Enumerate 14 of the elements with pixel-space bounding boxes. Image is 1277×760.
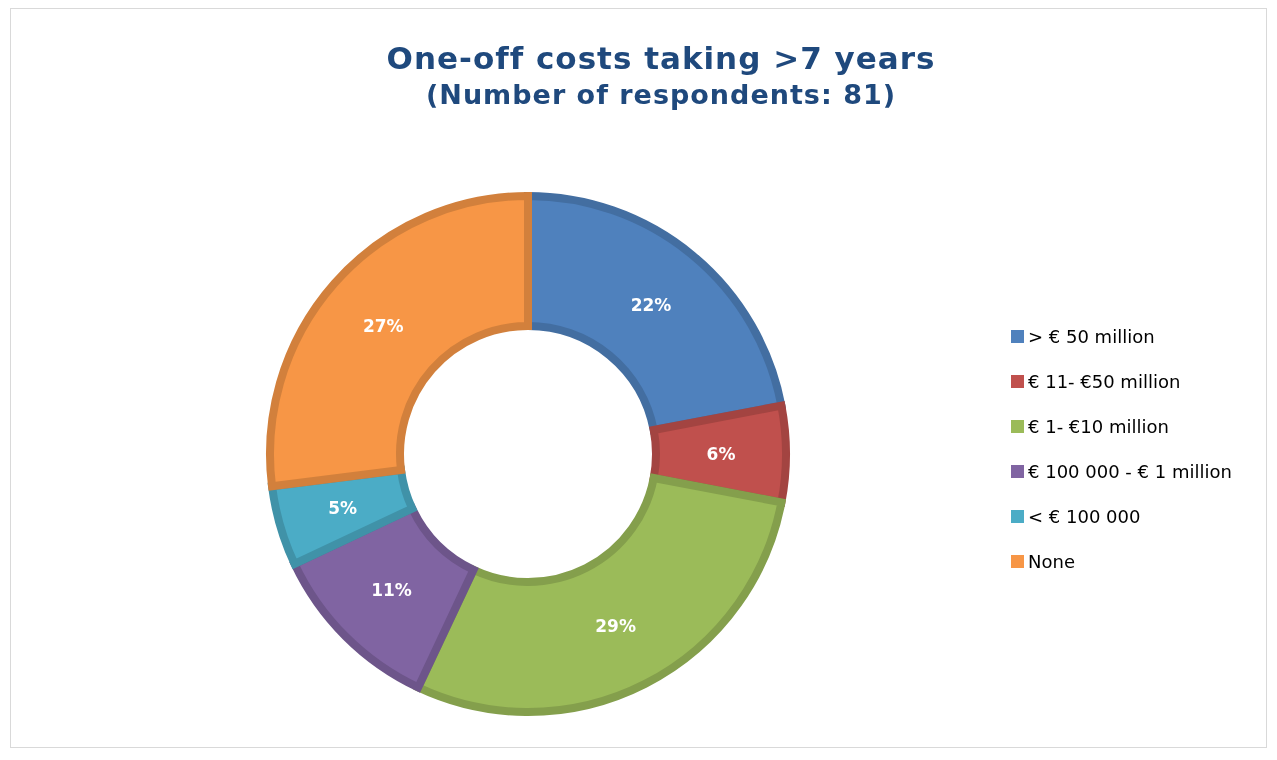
legend-label: < € 100 000	[1028, 506, 1141, 527]
legend-label: > € 50 million	[1028, 326, 1155, 347]
chart-subtitle: (Number of respondents: 81)	[424, 78, 898, 112]
legend-label: € 100 000 - € 1 million	[1028, 461, 1232, 482]
data-label: 5%	[328, 497, 358, 518]
legend-label: None	[1028, 551, 1075, 572]
data-label: 27%	[362, 316, 404, 337]
data-label: 6%	[706, 444, 736, 464]
data-label: 29%	[595, 615, 636, 636]
data-label: 11%	[371, 580, 412, 601]
chart-title: One-off costs taking >7 years	[385, 39, 937, 77]
data-label: 22%	[630, 295, 672, 316]
legend-label: € 11- €50 million	[1028, 371, 1181, 392]
legend-label: € 1- €10 million	[1028, 416, 1169, 437]
